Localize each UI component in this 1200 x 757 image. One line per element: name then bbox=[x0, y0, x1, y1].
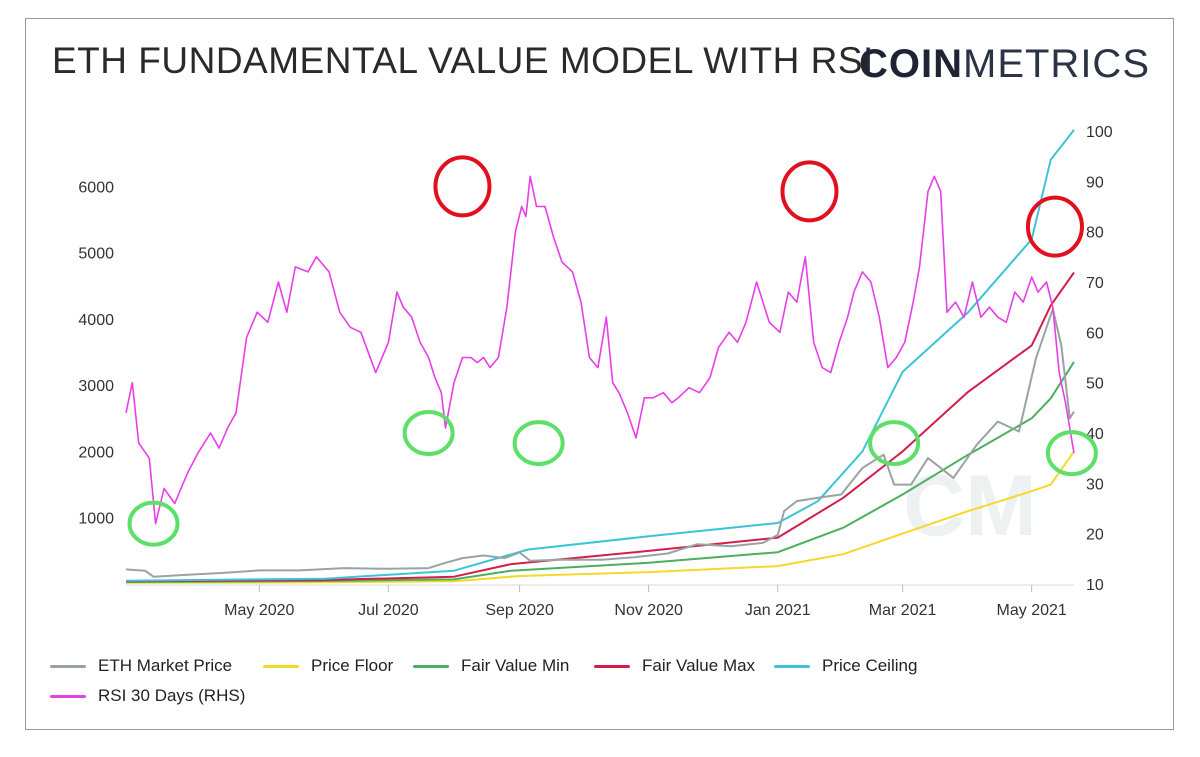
coinmetrics-logo: COINMETRICS bbox=[859, 42, 1150, 87]
legend-swatch bbox=[774, 664, 810, 668]
y-left-tick-label: 2000 bbox=[78, 444, 114, 461]
y-right-tick-label: 30 bbox=[1086, 476, 1104, 493]
chart-frame bbox=[25, 18, 1174, 730]
rsi-bottom-marker bbox=[127, 500, 180, 547]
legend-label: RSI 30 Days (RHS) bbox=[98, 686, 246, 705]
legend-item-fair-min: Fair Value Min bbox=[413, 656, 569, 676]
x-tick-label: Sep 2020 bbox=[485, 602, 554, 619]
rsi-top-marker bbox=[780, 160, 839, 223]
logo-light-text: METRICS bbox=[963, 42, 1150, 86]
legend-item-rsi: RSI 30 Days (RHS) bbox=[50, 686, 245, 706]
legend-item-price-ceiling: Price Ceiling bbox=[774, 656, 917, 676]
annotations bbox=[127, 155, 1098, 547]
legend-label: Price Ceiling bbox=[822, 656, 918, 675]
series-group bbox=[125, 129, 1075, 584]
legend-swatch bbox=[594, 664, 630, 668]
legend-item-eth-price: ETH Market Price bbox=[50, 656, 232, 676]
rsi-bottom-marker bbox=[1045, 430, 1098, 477]
y-left-tick-label: 3000 bbox=[78, 378, 114, 395]
legend-item-fair-max: Fair Value Max bbox=[594, 656, 755, 676]
legend-label: ETH Market Price bbox=[98, 656, 233, 675]
rsi-bottom-marker bbox=[868, 420, 921, 467]
y-left-tick-label: 4000 bbox=[78, 312, 114, 329]
legend-label: Fair Value Min bbox=[461, 656, 570, 675]
series-line-fair-min bbox=[125, 361, 1075, 583]
rsi-bottom-marker bbox=[512, 420, 565, 467]
y-right-tick-label: 90 bbox=[1086, 174, 1104, 191]
legend-label: Price Floor bbox=[311, 656, 394, 675]
series-line-fair-max bbox=[125, 271, 1075, 583]
logo-bold-text: COIN bbox=[859, 42, 963, 86]
rsi-top-marker bbox=[1025, 195, 1084, 258]
x-tick-label: Nov 2020 bbox=[614, 602, 683, 619]
rsi-top-marker bbox=[433, 155, 492, 218]
watermark: CM bbox=[903, 458, 1037, 554]
x-tick-label: Jan 2021 bbox=[745, 602, 811, 619]
y-right-tick-label: 100 bbox=[1086, 124, 1113, 141]
x-tick-label: May 2020 bbox=[224, 602, 294, 619]
legend-swatch bbox=[50, 694, 86, 698]
y-right-tick-label: 10 bbox=[1086, 577, 1104, 594]
y-right-tick-label: 20 bbox=[1086, 527, 1104, 544]
x-tick-label: Mar 2021 bbox=[869, 602, 937, 619]
y-right-tick-label: 80 bbox=[1086, 225, 1104, 242]
y-left-tick-label: 1000 bbox=[78, 511, 114, 528]
legend-swatch bbox=[263, 664, 299, 668]
legend-swatch bbox=[50, 664, 86, 668]
axes: 1000200030004000500060001020304050607080… bbox=[78, 124, 1112, 619]
y-right-tick-label: 50 bbox=[1086, 376, 1104, 393]
rsi-bottom-marker bbox=[402, 410, 455, 456]
series-line-eth-price bbox=[125, 307, 1075, 578]
y-right-tick-label: 60 bbox=[1086, 325, 1104, 342]
legend-label: Fair Value Max bbox=[642, 656, 756, 675]
y-left-tick-label: 5000 bbox=[78, 246, 114, 263]
chart-title: ETH FUNDAMENTAL VALUE MODEL WITH RSI bbox=[52, 40, 874, 81]
x-tick-label: May 2021 bbox=[997, 602, 1067, 619]
legend-item-price-floor: Price Floor bbox=[263, 656, 393, 676]
series-line-rsi bbox=[125, 175, 1075, 525]
y-right-tick-label: 70 bbox=[1086, 275, 1104, 292]
x-tick-label: Jul 2020 bbox=[358, 602, 419, 619]
y-left-tick-label: 6000 bbox=[78, 179, 114, 196]
legend-swatch bbox=[413, 664, 449, 668]
series-line-price-floor bbox=[125, 450, 1075, 584]
